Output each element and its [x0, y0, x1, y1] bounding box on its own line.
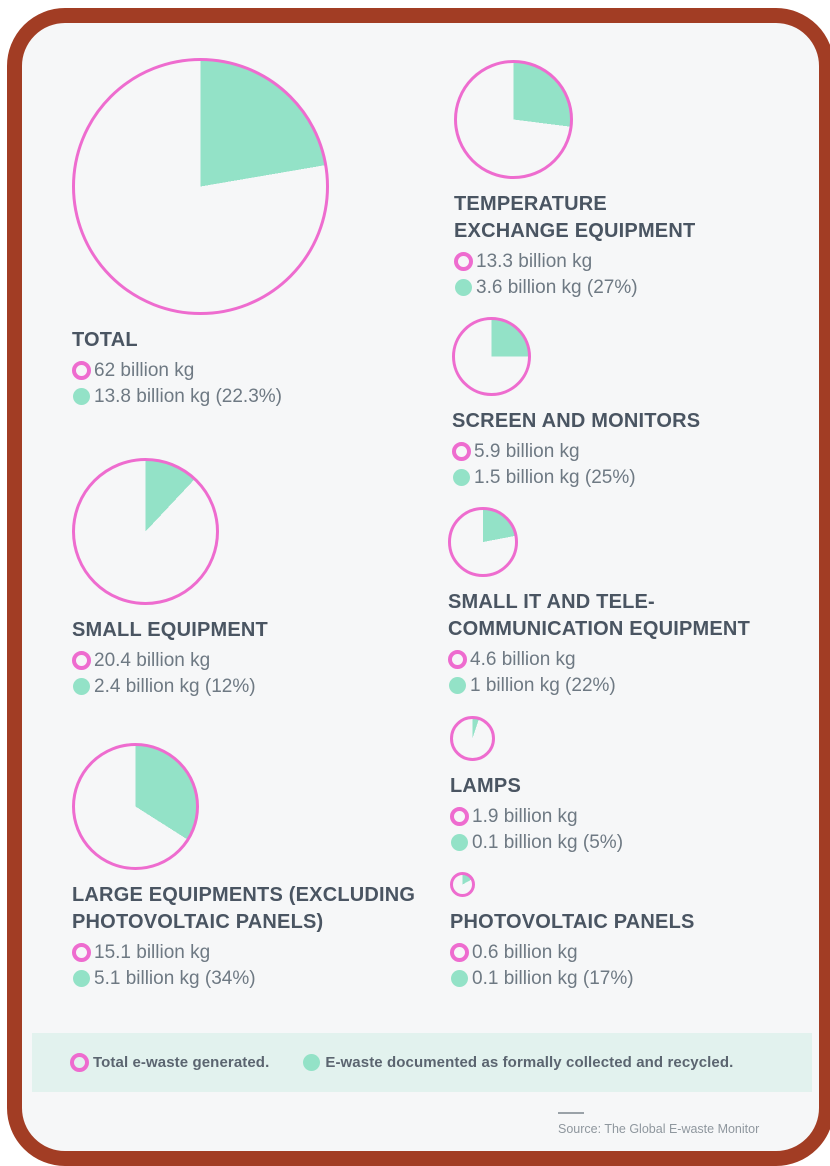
recycled-value: 2.4 billion kg (12%): [94, 675, 256, 697]
generated-stat: 5.9 billion kg: [452, 439, 797, 464]
generated-ring-icon: [448, 650, 467, 669]
category-block-total: TOTAL 62 billion kg 13.8 billion kg (22.…: [72, 58, 417, 409]
generated-stat: 1.9 billion kg: [450, 804, 795, 829]
generated-ring-icon: [70, 1053, 89, 1072]
recycled-stat: 0.1 billion kg (17%): [450, 966, 795, 991]
generated-value: 5.9 billion kg: [474, 440, 580, 462]
category-block-lamps: LAMPS 1.9 billion kg 0.1 billion kg (5%): [450, 716, 795, 855]
generated-ring-icon: [72, 651, 91, 670]
recycled-stat: 2.4 billion kg (12%): [72, 674, 417, 699]
generated-stat: 15.1 billion kg: [72, 940, 417, 965]
category-block-screens: SCREEN AND MONITORS 5.9 billion kg 1.5 b…: [452, 317, 797, 490]
recycled-dot-icon: [73, 970, 90, 987]
generated-ring-icon: [72, 943, 91, 962]
pie-chart-small-equipment: [72, 458, 219, 605]
generated-value: 4.6 billion kg: [470, 648, 576, 670]
category-block-small-equipment: SMALL EQUIPMENT 20.4 billion kg 2.4 bill…: [72, 458, 417, 699]
generated-ring-icon: [450, 807, 469, 826]
generated-value: 0.6 billion kg: [472, 941, 578, 963]
category-title-line: LAMPS: [450, 775, 521, 797]
recycled-dot-icon: [453, 469, 470, 486]
legend-recycled-label: E-waste documented as formally collected…: [325, 1054, 734, 1071]
generated-stat: 13.3 billion kg: [454, 249, 799, 274]
category-title-line: PHOTOVOLTAIC PANELS): [72, 911, 324, 933]
generated-value: 15.1 billion kg: [94, 941, 211, 963]
source-text: Source: The Global E-waste Monitor: [558, 1122, 760, 1136]
category-title-line: TEMPERATURE: [454, 193, 607, 215]
source-divider: [558, 1112, 584, 1114]
recycled-stat: 13.8 billion kg (22.3%): [72, 384, 417, 409]
category-title-line: LARGE EQUIPMENTS (EXCLUDING: [72, 884, 416, 906]
recycled-value: 0.1 billion kg (17%): [472, 967, 634, 989]
generated-value: 62 billion kg: [94, 359, 195, 381]
generated-value: 1.9 billion kg: [472, 805, 578, 827]
generated-ring-icon: [452, 442, 471, 461]
recycled-dot-icon: [449, 677, 466, 694]
recycled-dot-icon: [451, 970, 468, 987]
recycled-value: 0.1 billion kg (5%): [472, 831, 624, 853]
recycled-dot-icon: [303, 1054, 321, 1071]
category-title-line: SMALL IT AND TELE-: [448, 591, 655, 613]
category-block-temp-exchange: TEMPERATURE EXCHANGE EQUIPMENT 13.3 billi…: [454, 60, 799, 300]
recycled-value: 5.1 billion kg (34%): [94, 967, 256, 989]
pie-chart-small-it: [448, 507, 518, 577]
pie-chart-total: [72, 58, 329, 315]
recycled-value: 1 billion kg (22%): [470, 674, 616, 696]
source-attribution: Source: The Global E-waste Monitor: [558, 1112, 830, 1136]
generated-ring-icon: [450, 943, 469, 962]
generated-value: 13.3 billion kg: [476, 250, 593, 272]
generated-value: 20.4 billion kg: [94, 649, 211, 671]
pie-chart-temp-exchange: [454, 60, 573, 179]
category-title: SCREEN AND MONITORS: [452, 408, 797, 435]
recycled-dot-icon: [455, 279, 472, 296]
category-title-line: PHOTOVOLTAIC PANELS: [450, 911, 695, 933]
recycled-stat: 1.5 billion kg (25%): [452, 465, 797, 490]
pie-chart-screens: [452, 317, 531, 396]
category-title-line: SMALL EQUIPMENT: [72, 619, 268, 641]
category-title: TOTAL: [72, 327, 417, 354]
category-title: TEMPERATURE EXCHANGE EQUIPMENT: [454, 191, 799, 245]
category-title-line: COMMUNICATION EQUIPMENT: [448, 618, 750, 640]
recycled-value: 1.5 billion kg (25%): [474, 466, 636, 488]
generated-stat: 0.6 billion kg: [450, 940, 795, 965]
category-title: LAMPS: [450, 773, 795, 800]
generated-ring-icon: [454, 252, 473, 271]
category-title-line: TOTAL: [72, 329, 138, 351]
pie-chart-large-equipment: [72, 743, 199, 870]
pie-chart-lamps: [450, 716, 495, 761]
category-block-pv-panels: PHOTOVOLTAIC PANELS 0.6 billion kg 0.1 b…: [450, 872, 795, 991]
category-title-line: EXCHANGE EQUIPMENT: [454, 220, 696, 242]
recycled-stat: 1 billion kg (22%): [448, 673, 793, 698]
recycled-dot-icon: [451, 834, 468, 851]
legend-bar: Total e-waste generated. E-waste documen…: [32, 1033, 812, 1092]
category-title-line: SCREEN AND MONITORS: [452, 410, 701, 432]
generated-stat: 62 billion kg: [72, 358, 417, 383]
category-title: SMALL EQUIPMENT: [72, 617, 417, 644]
recycled-stat: 3.6 billion kg (27%): [454, 275, 799, 300]
pie-chart-pv-panels: [450, 872, 475, 897]
recycled-stat: 5.1 billion kg (34%): [72, 966, 417, 991]
category-block-small-it: SMALL IT AND TELE- COMMUNICATION EQUIPMEN…: [448, 507, 793, 698]
generated-stat: 20.4 billion kg: [72, 648, 417, 673]
category-block-large-equipment: LARGE EQUIPMENTS (EXCLUDING PHOTOVOLTAIC …: [72, 743, 417, 991]
legend-generated-label: Total e-waste generated.: [93, 1054, 270, 1071]
recycled-stat: 0.1 billion kg (5%): [450, 830, 795, 855]
recycled-value: 13.8 billion kg (22.3%): [94, 385, 282, 407]
generated-stat: 4.6 billion kg: [448, 647, 793, 672]
generated-ring-icon: [72, 361, 91, 380]
recycled-dot-icon: [73, 388, 90, 405]
category-title: SMALL IT AND TELE- COMMUNICATION EQUIPMEN…: [448, 589, 793, 643]
category-title: PHOTOVOLTAIC PANELS: [450, 909, 795, 936]
recycled-dot-icon: [73, 678, 90, 695]
category-title: LARGE EQUIPMENTS (EXCLUDING PHOTOVOLTAIC …: [72, 882, 417, 936]
recycled-value: 3.6 billion kg (27%): [476, 276, 638, 298]
